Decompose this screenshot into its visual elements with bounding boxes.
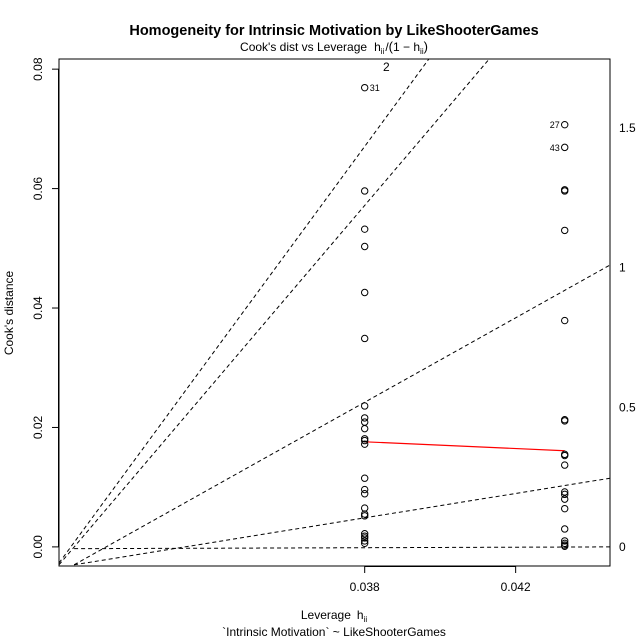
data-point-0-2: [360, 225, 369, 233]
data-point-1-4: [561, 226, 569, 235]
y-tick-label-3: 0.06: [31, 177, 45, 201]
data-point-1-16: [561, 537, 569, 545]
data-point-1-12: [561, 490, 569, 499]
axes: 0.038 0.042 0.00 0.02 0.04 0.06 0.08: [31, 57, 531, 594]
data-point-0-22: [360, 537, 369, 545]
data-point-0-6: [360, 402, 369, 410]
subtitle-text: Cook's dist vs Leverage: [240, 40, 367, 54]
data-point-1-14: [561, 504, 569, 513]
x-tick-label-0: 0.038: [350, 580, 380, 594]
y-tick-label-4: 0.08: [31, 57, 45, 81]
x-tick-label-1: 0.042: [501, 580, 531, 594]
data-point-1-19: [561, 542, 569, 550]
data-point-0-3: [360, 242, 369, 251]
data-point-0-9: [360, 424, 369, 433]
data-point-0-5: [360, 334, 369, 343]
data-point-0-13: [360, 474, 369, 482]
contour-label-0: 2: [383, 60, 390, 74]
y-tick-label-0: 0.00: [31, 535, 45, 559]
contour-line-2: [74, 546, 610, 550]
data-point-0-16: [360, 504, 369, 512]
chart-subtitle: Cook's dist vs Leverage hii/(1 − hii): [240, 39, 428, 56]
y-tick-label-1: 0.02: [31, 415, 45, 439]
data-point-0-15: [360, 490, 369, 498]
data-point-0-19: [360, 530, 369, 538]
data-point-1-9: [561, 451, 569, 460]
data-point-0-11: [360, 436, 369, 445]
data-point-1-7: [561, 417, 569, 425]
contour-line-4: [59, 59, 490, 566]
data-point-0-12: [360, 440, 369, 448]
contour-label-1: 1.5: [619, 121, 636, 135]
x-axis-label: Leverage hii: [301, 608, 368, 624]
chart-title: Homogeneity for Intrinsic Motivation by …: [129, 23, 538, 39]
data-point-0-18: [360, 512, 369, 520]
data-point-0-1: [360, 187, 369, 195]
data-point-1-11: [561, 488, 569, 496]
chart-caption: `Intrinsic Motivation` ~ LikeShooterGame…: [222, 625, 446, 639]
point-id-label-2: 43: [550, 143, 560, 153]
plot-area: [59, 59, 610, 566]
y-axis-label: Cook's distance: [2, 271, 16, 356]
data-point-1-1: [561, 143, 569, 152]
data-point-1-5: [561, 316, 569, 325]
data-point-0-21: [360, 534, 369, 542]
data-point-1-3: [561, 187, 569, 195]
data-point-0-23: [360, 539, 369, 548]
data-point-0-14: [360, 485, 369, 494]
point-id-label-0: 31: [370, 83, 380, 93]
data-point-1-15: [561, 525, 569, 533]
contour-line-0: [73, 264, 610, 566]
contour-label-2: 1: [619, 261, 626, 275]
contour-label-3: 0.5: [619, 400, 636, 414]
data-point-1-0: [561, 120, 569, 129]
data-point-0-0: [360, 83, 369, 92]
y-axis: 0.00 0.02 0.04 0.06 0.08: [31, 57, 59, 559]
smooth-line: [364, 441, 565, 452]
annotations: 2 1.5 1 0.5 0 31 27 43: [370, 60, 636, 554]
contour-label-4: 0: [619, 540, 626, 554]
data-point-0-8: [360, 418, 369, 426]
data-point-1-13: [561, 495, 569, 503]
data-point-0-7: [360, 414, 369, 422]
x-axis: 0.038 0.042: [350, 566, 531, 594]
data-point-0-4: [360, 288, 369, 297]
data-point-1-10: [561, 461, 569, 469]
y-tick-label-2: 0.04: [31, 296, 45, 320]
contour-line-1: [74, 477, 610, 566]
contour-line-3: [59, 59, 430, 564]
plot-frame: [58, 58, 611, 567]
point-id-label-1: 27: [550, 120, 560, 130]
